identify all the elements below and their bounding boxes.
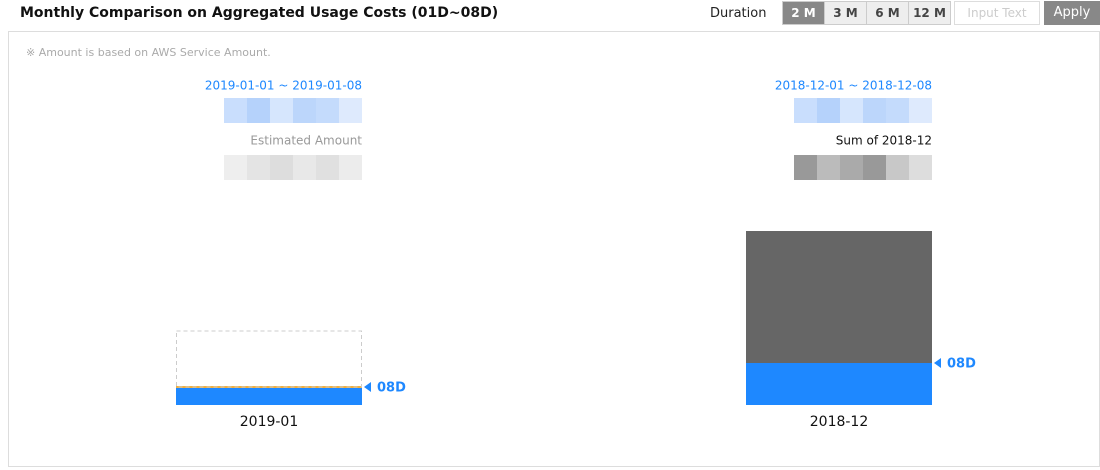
- blurred-amount: [886, 155, 909, 180]
- blurred-amount: [270, 98, 293, 123]
- marker-label: 08D: [947, 357, 976, 372]
- title: Monthly Comparison on Aggregated Usage C…: [20, 5, 499, 21]
- blurred-amount: [794, 98, 817, 123]
- duration-button[interactable]: 12 M: [908, 1, 951, 25]
- amount-label: Estimated Amount: [250, 134, 362, 148]
- blurred-amount: [224, 98, 247, 123]
- text-input[interactable]: Input Text: [954, 1, 1040, 25]
- category-label: 2019-01: [240, 414, 299, 430]
- marker: [934, 358, 941, 368]
- blurred-amount: [794, 155, 817, 180]
- blurred-amount: [270, 155, 293, 180]
- blurred-amount: [339, 155, 362, 180]
- date-range: 2018-12-01 ~ 2018-12-08: [775, 79, 932, 93]
- bar: [746, 231, 932, 363]
- amount-label: Sum of 2018-12: [836, 134, 932, 148]
- note: ※ Amount is based on AWS Service Amount.: [26, 46, 271, 59]
- blurred-amount: [293, 98, 316, 123]
- blurred-amount: [840, 155, 863, 180]
- bar: [176, 387, 362, 405]
- blurred-amount: [909, 98, 932, 123]
- blurred-amount: [247, 98, 270, 123]
- date-range: 2019-01-01 ~ 2019-01-08: [205, 79, 362, 93]
- apply-button[interactable]: Apply: [1044, 1, 1100, 25]
- duration-button[interactable]: 2 M: [782, 1, 825, 25]
- marker: [364, 382, 371, 392]
- blurred-amount: [863, 155, 886, 180]
- blurred-amount: [316, 155, 339, 180]
- category-label: 2018-12: [810, 414, 869, 430]
- blurred-amount: [316, 98, 339, 123]
- blurred-amount: [293, 155, 316, 180]
- estimated-bar: [176, 330, 362, 388]
- duration-label: Duration: [710, 6, 767, 21]
- blurred-amount: [817, 98, 840, 123]
- blurred-amount: [817, 155, 840, 180]
- header: Monthly Comparison on Aggregated Usage C…: [0, 0, 1100, 30]
- blurred-amount: [840, 98, 863, 123]
- duration-button[interactable]: 6 M: [866, 1, 909, 25]
- blurred-amount: [909, 155, 932, 180]
- blurred-amount: [224, 155, 247, 180]
- blurred-amount: [247, 155, 270, 180]
- marker-label: 08D: [377, 381, 406, 396]
- bar: [746, 363, 932, 405]
- blurred-amount: [863, 98, 886, 123]
- blurred-amount: [339, 98, 362, 123]
- blurred-amount: [886, 98, 909, 123]
